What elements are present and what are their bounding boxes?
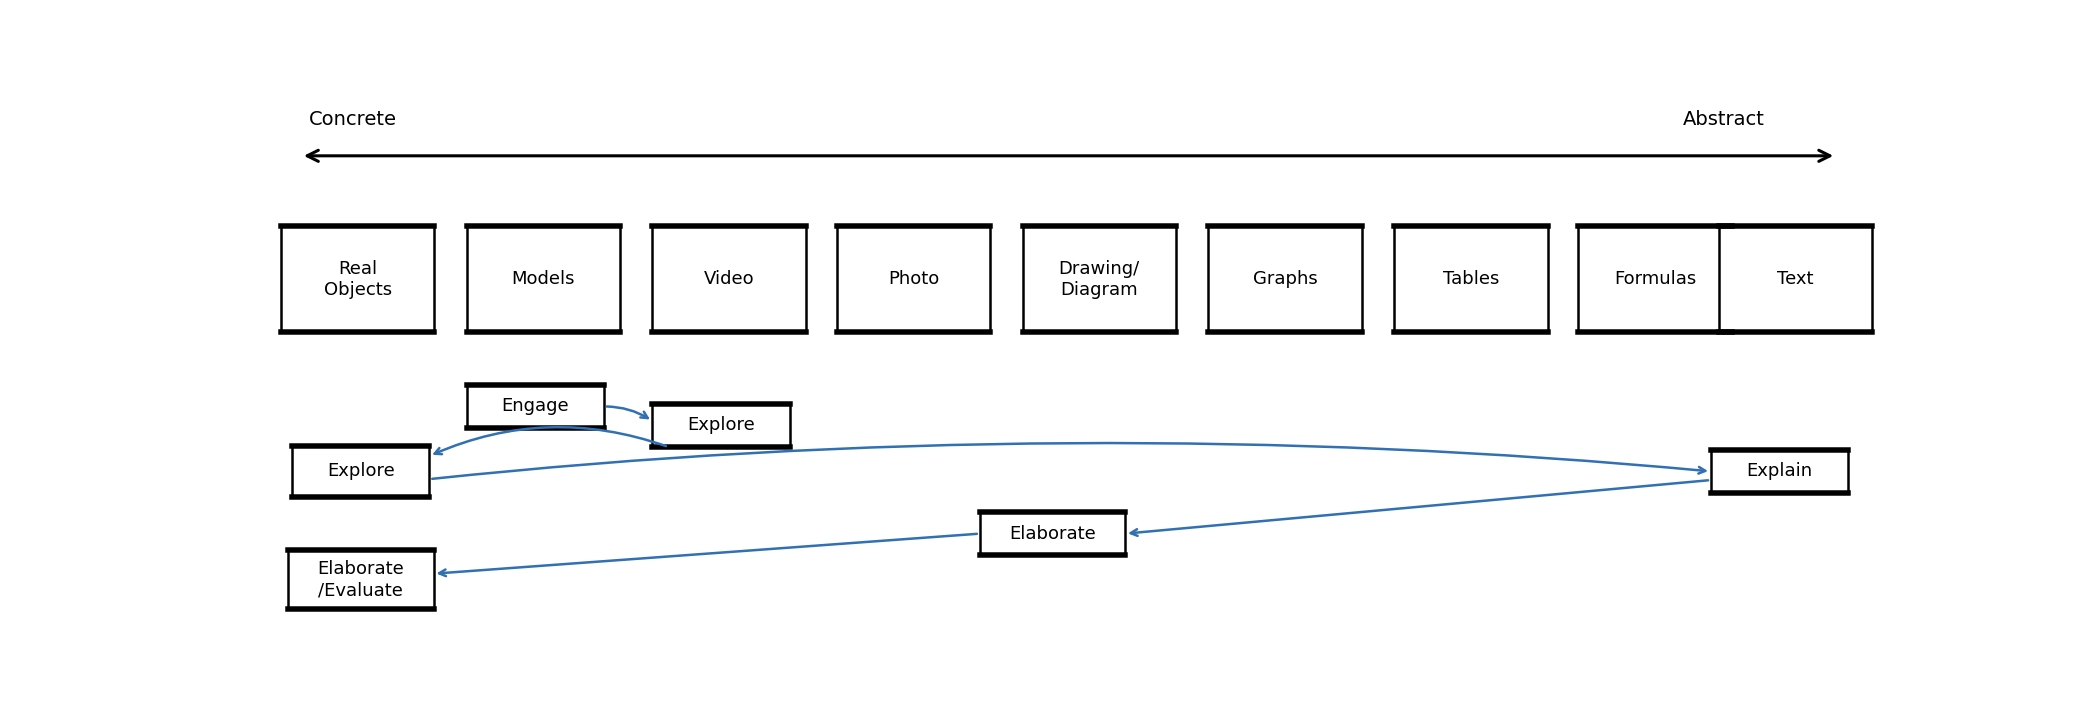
Bar [980,512,1126,555]
Bar [1712,450,1847,493]
Text: Models: Models [511,270,575,288]
Text: Explain: Explain [1747,463,1812,480]
Bar [1395,226,1547,332]
Bar [1718,226,1872,332]
Text: Elaborate: Elaborate [1009,524,1097,543]
Bar [288,550,434,610]
Bar [281,226,434,332]
Text: Explore: Explore [327,463,394,480]
Bar [836,226,990,332]
Bar [653,404,790,447]
Text: Engage: Engage [502,397,569,415]
Bar [292,446,430,497]
Text: Formulas: Formulas [1614,270,1697,288]
Bar [1209,226,1362,332]
Text: Tables: Tables [1443,270,1499,288]
Text: Abstract: Abstract [1683,110,1764,129]
Text: Concrete: Concrete [309,110,396,129]
Text: Drawing/
Diagram: Drawing/ Diagram [1059,260,1140,299]
Text: Photo: Photo [888,270,938,288]
Bar [1578,226,1733,332]
Text: Graphs: Graphs [1253,270,1318,288]
Text: Explore: Explore [688,416,755,434]
Bar [467,226,619,332]
Bar [467,385,605,428]
Text: Video: Video [705,270,755,288]
Text: Real
Objects: Real Objects [323,260,392,299]
Text: Text: Text [1776,270,1814,288]
Text: Elaborate
/Evaluate: Elaborate /Evaluate [317,560,404,599]
Bar [653,226,807,332]
Bar [1022,226,1176,332]
